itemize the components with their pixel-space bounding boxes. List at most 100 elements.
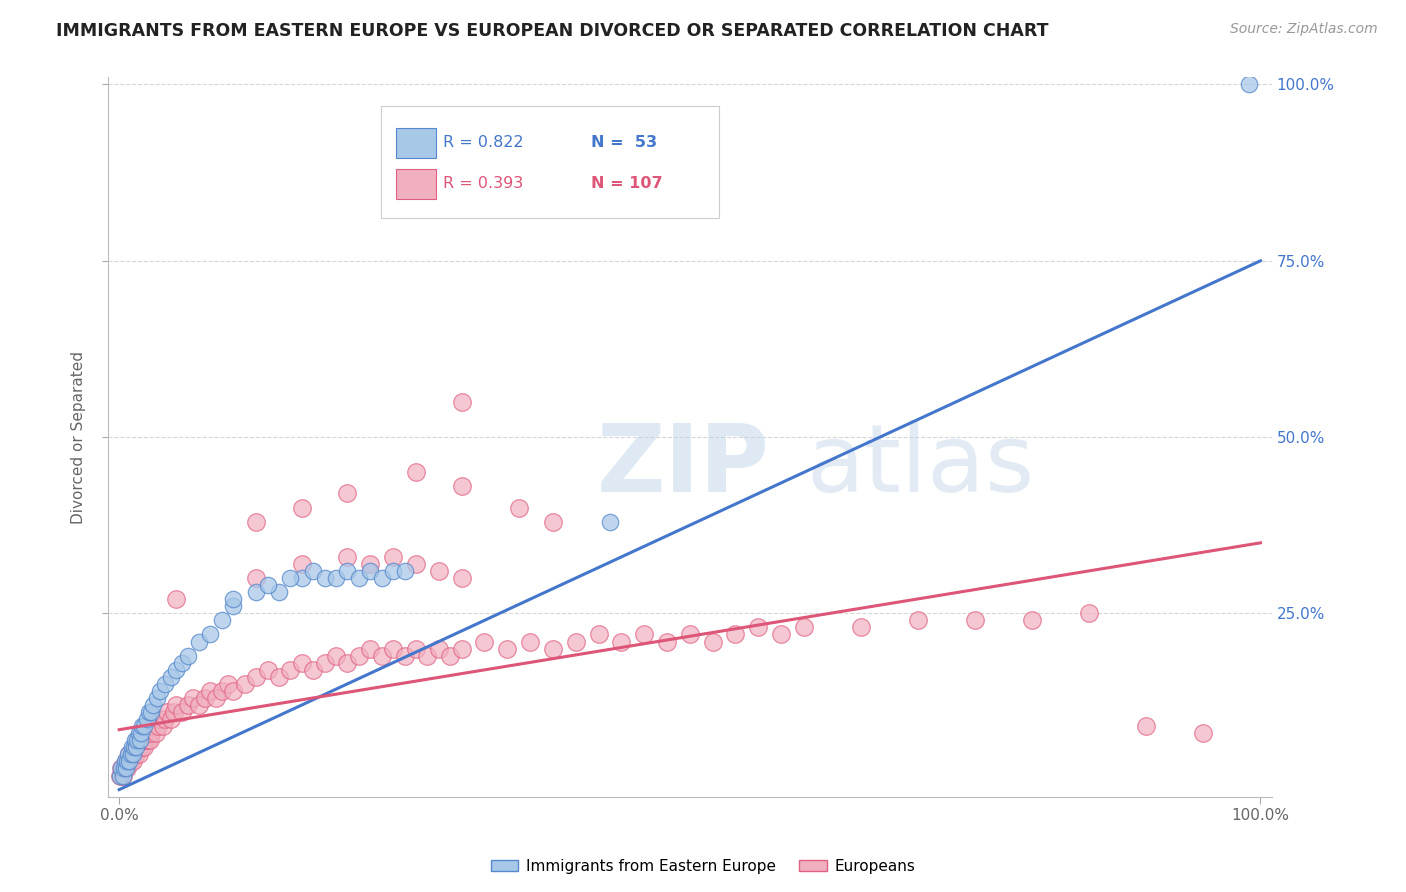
Point (314, 656, 336, 670)
Point (291, 500, 314, 515)
Point (110, 768, 132, 782)
Point (128, 740, 150, 755)
Point (336, 486, 359, 500)
FancyBboxPatch shape (396, 169, 436, 199)
Point (118, 755, 141, 769)
Point (149, 684, 172, 698)
Point (122, 747, 145, 762)
Point (125, 740, 148, 755)
Point (134, 719, 156, 733)
Point (1078, 607, 1101, 621)
Point (127, 740, 149, 755)
Point (163, 705, 186, 719)
Point (291, 557, 314, 571)
Point (118, 747, 141, 762)
Point (176, 648, 198, 663)
Point (245, 515, 267, 529)
Text: ZIP: ZIP (596, 420, 769, 512)
Point (139, 705, 162, 719)
Point (222, 599, 245, 614)
FancyBboxPatch shape (396, 128, 436, 158)
Point (117, 755, 139, 769)
Point (655, 634, 678, 648)
Point (588, 627, 610, 641)
Point (405, 641, 427, 656)
Point (336, 564, 359, 578)
Point (159, 670, 181, 684)
Point (370, 571, 392, 585)
Point (347, 648, 370, 663)
Point (153, 677, 176, 691)
Point (170, 656, 193, 670)
Point (121, 740, 143, 755)
Point (245, 571, 267, 585)
Point (325, 571, 347, 585)
Point (145, 726, 167, 740)
Point (153, 712, 176, 726)
Point (599, 515, 621, 529)
Point (256, 663, 278, 677)
Point (541, 641, 564, 656)
Point (610, 634, 633, 648)
Point (165, 698, 187, 712)
Point (139, 726, 162, 740)
Point (110, 768, 132, 782)
Point (1021, 614, 1043, 628)
Point (152, 719, 174, 733)
Y-axis label: Divorced or Separated: Divorced or Separated (72, 351, 86, 524)
Point (128, 747, 150, 762)
Point (416, 648, 439, 663)
Point (200, 627, 222, 641)
Point (128, 733, 150, 747)
Point (747, 620, 769, 634)
Point (450, 394, 472, 409)
Point (115, 762, 138, 776)
Point (679, 627, 702, 641)
Point (115, 762, 138, 776)
Point (120, 755, 142, 769)
Point (142, 698, 165, 712)
Point (564, 634, 586, 648)
Point (138, 726, 160, 740)
Point (115, 755, 138, 769)
Text: R = 0.393: R = 0.393 (443, 176, 523, 191)
Point (474, 634, 496, 648)
Point (117, 747, 139, 762)
Point (519, 634, 541, 648)
Point (136, 733, 159, 747)
Point (359, 557, 381, 571)
Point (176, 698, 198, 712)
Point (280, 663, 302, 677)
Point (131, 719, 153, 733)
Point (450, 479, 472, 493)
Point (280, 571, 302, 585)
Point (122, 740, 145, 755)
Point (405, 465, 427, 479)
Point (702, 634, 724, 648)
Point (127, 733, 149, 747)
Point (205, 690, 228, 705)
Text: Source: ZipAtlas.com: Source: ZipAtlas.com (1230, 22, 1378, 37)
Point (120, 747, 142, 762)
Point (194, 690, 217, 705)
Point (382, 549, 405, 564)
Point (146, 690, 169, 705)
Point (211, 684, 233, 698)
Point (129, 733, 152, 747)
Point (1192, 726, 1215, 740)
Point (129, 726, 152, 740)
Point (336, 656, 359, 670)
Point (336, 549, 359, 564)
Point (1135, 719, 1157, 733)
Point (222, 592, 245, 607)
Point (359, 564, 381, 578)
Point (211, 614, 233, 628)
Point (135, 726, 157, 740)
Point (124, 740, 146, 755)
Point (347, 571, 370, 585)
Point (302, 564, 325, 578)
Point (370, 648, 392, 663)
Point (633, 627, 655, 641)
Point (134, 733, 156, 747)
Point (770, 627, 793, 641)
